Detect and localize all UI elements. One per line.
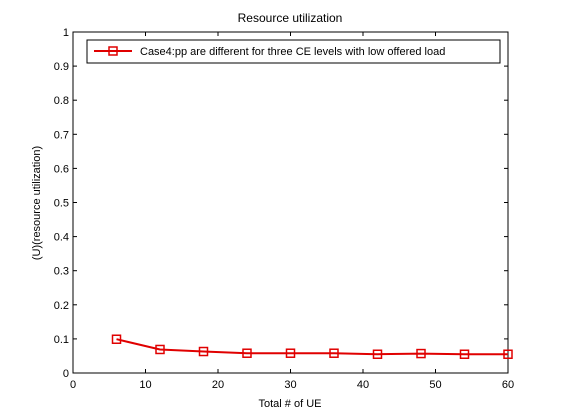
data-point [242,348,252,358]
data-point [416,348,426,359]
y-tick-label: 0.3 [54,266,69,278]
y-tick-label: 0.5 [54,198,69,210]
y-tick-label: 0.7 [54,129,69,141]
y-axis-label: (U)(resource utilization) [31,146,43,260]
axis-ticks: 0 10 20 30 40 50 60 0 0.1 0.2 0.3 0.4 0.5 0.6 0.7 0.8 0.… [54,27,514,391]
y-tick-label: 0.1 [54,334,69,346]
legend-marker [108,46,118,56]
legend: Case4:pp are different for three CE leve… [86,39,501,64]
data-point [372,349,383,359]
series-line-0 [116,338,508,356]
data-point [155,344,165,355]
data-point [111,334,122,344]
x-tick-label: 50 [429,379,441,391]
x-tick-label: 40 [357,379,369,391]
chart-title: Resource utilization [238,11,343,25]
legend-label-case4: Case4:pp are different for three CE leve… [140,46,445,58]
y-tick-label: 0.6 [54,163,69,175]
plot-area [72,31,509,374]
data-point [329,348,339,358]
x-tick-label: 60 [502,379,514,391]
y-tick-label: 0.8 [54,95,69,107]
x-tick-label: 30 [284,379,296,391]
y-tick-label: 0 [63,368,69,380]
y-tick-label: 1 [63,27,69,39]
x-tick-label: 10 [139,379,151,391]
data-point [459,349,470,359]
data-point [198,346,209,357]
x-axis-label: Total # of UE [259,398,322,410]
legend-box [86,39,501,64]
data-point [503,349,513,359]
series-layer [111,334,513,359]
x-tick-label: 20 [212,379,224,391]
data-point [285,348,296,358]
y-tick-label: 0.4 [54,232,69,244]
y-tick-label: 0.2 [54,300,69,312]
x-tick-label: 0 [70,379,76,391]
y-tick-label: 0.9 [54,61,69,73]
